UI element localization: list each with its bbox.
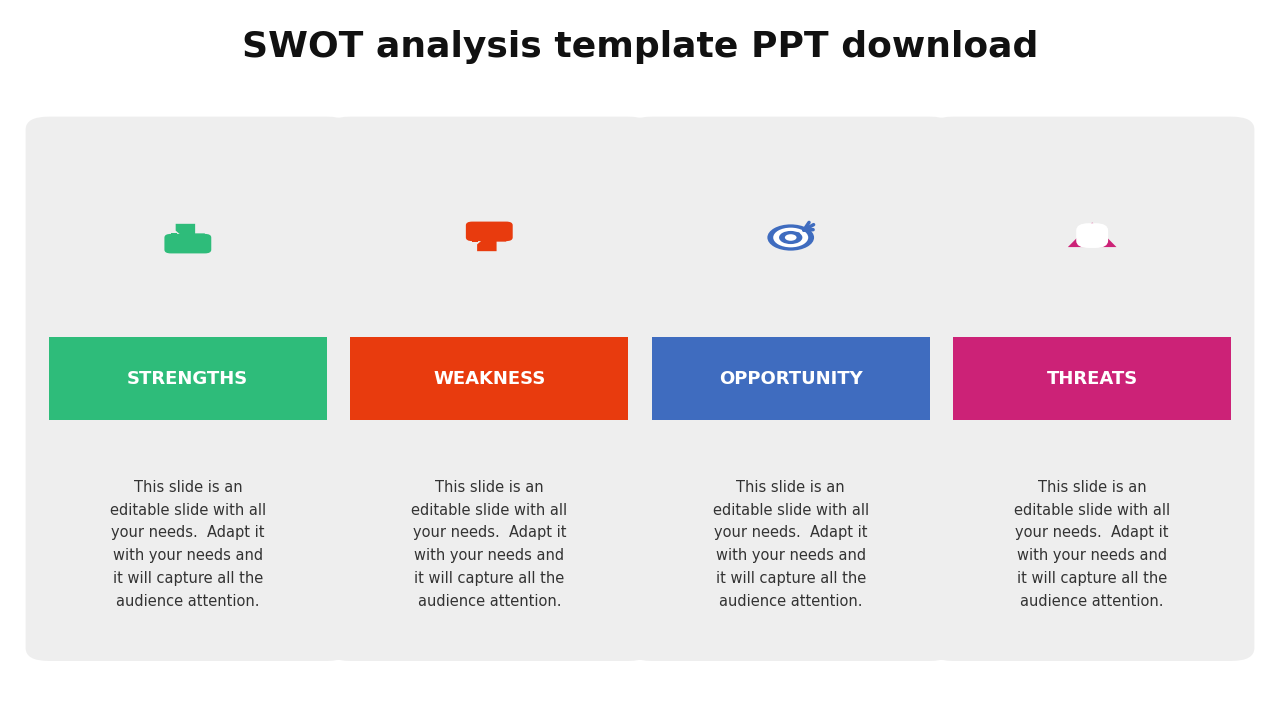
Text: OPPORTUNITY: OPPORTUNITY — [719, 369, 863, 387]
Circle shape — [785, 234, 796, 240]
Circle shape — [1089, 242, 1096, 246]
FancyBboxPatch shape — [952, 337, 1231, 420]
Text: This slide is an
editable slide with all
your needs.  Adapt it
with your needs a: This slide is an editable slide with all… — [110, 480, 266, 609]
FancyBboxPatch shape — [929, 117, 1254, 661]
Polygon shape — [477, 236, 507, 251]
FancyBboxPatch shape — [349, 337, 628, 420]
FancyBboxPatch shape — [628, 117, 952, 661]
Text: This slide is an
editable slide with all
your needs.  Adapt it
with your needs a: This slide is an editable slide with all… — [1014, 480, 1170, 609]
Polygon shape — [175, 224, 205, 239]
FancyBboxPatch shape — [49, 337, 328, 420]
Polygon shape — [1068, 222, 1116, 247]
Circle shape — [780, 231, 803, 244]
FancyBboxPatch shape — [170, 233, 177, 239]
FancyBboxPatch shape — [1076, 223, 1108, 248]
FancyBboxPatch shape — [164, 234, 211, 253]
Text: This slide is an
editable slide with all
your needs.  Adapt it
with your needs a: This slide is an editable slide with all… — [713, 480, 869, 609]
FancyBboxPatch shape — [26, 117, 349, 661]
Text: SWOT analysis template PPT download: SWOT analysis template PPT download — [242, 30, 1038, 64]
Text: STRENGTHS: STRENGTHS — [127, 369, 248, 387]
Text: THREATS: THREATS — [1047, 369, 1138, 387]
FancyBboxPatch shape — [652, 337, 929, 420]
FancyBboxPatch shape — [328, 117, 652, 661]
Circle shape — [768, 225, 814, 251]
FancyBboxPatch shape — [466, 222, 513, 241]
FancyBboxPatch shape — [472, 236, 479, 242]
Text: WEAKNESS: WEAKNESS — [433, 369, 545, 387]
Text: This slide is an
editable slide with all
your needs.  Adapt it
with your needs a: This slide is an editable slide with all… — [411, 480, 567, 609]
Circle shape — [796, 233, 800, 235]
Circle shape — [773, 228, 808, 248]
